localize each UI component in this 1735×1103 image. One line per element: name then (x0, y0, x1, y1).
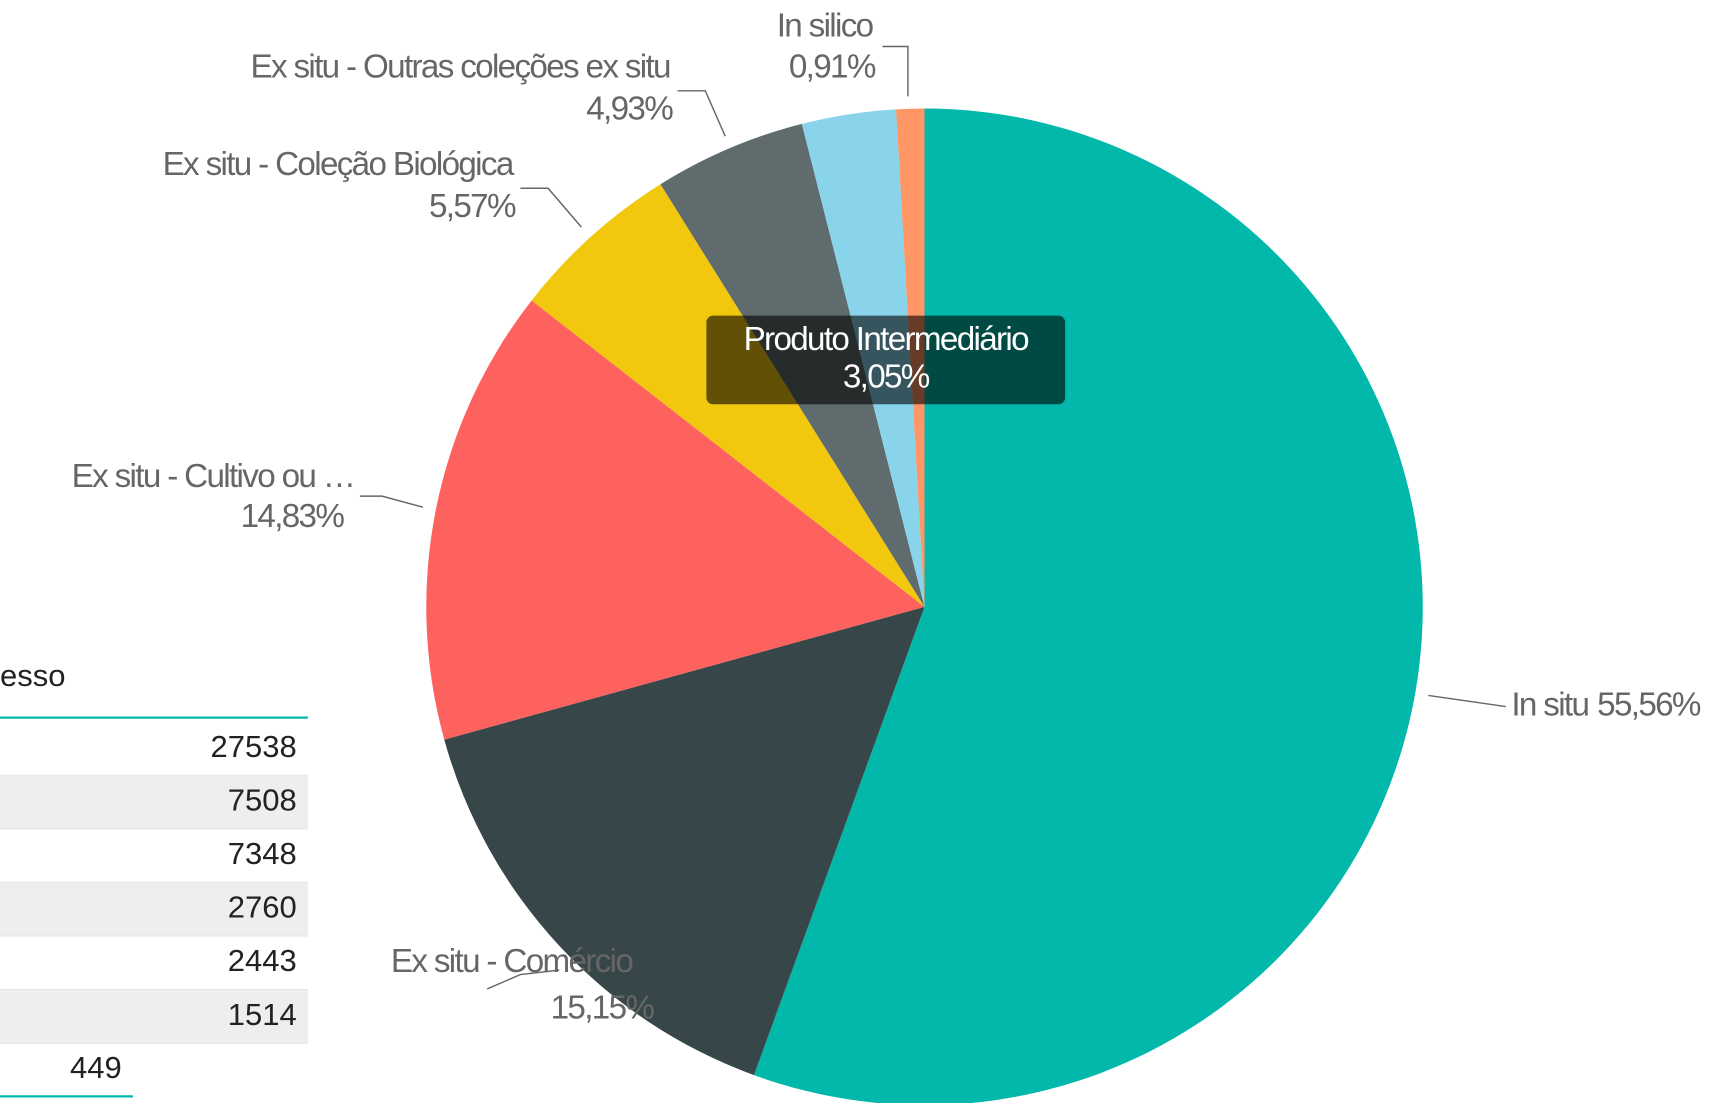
table-cell: 1514 (228, 997, 297, 1032)
label-value: 15,15% (551, 990, 655, 1027)
label-value: 0,91% (789, 48, 876, 85)
table-row-bg (0, 882, 308, 936)
table-row-bg (0, 775, 308, 829)
label-value: 5,57% (429, 188, 516, 225)
label-name: Ex situ - Coleção Biológica (163, 146, 515, 183)
label-name: Ex situ - Cultivo ou … (72, 458, 355, 495)
pie-slice (426, 300, 925, 740)
label-name: Ex situ - Comércio (391, 943, 633, 980)
leader-line (1428, 694, 1506, 708)
table-header: esso (0, 658, 65, 693)
leader-line (882, 45, 909, 97)
leader-line (677, 90, 726, 137)
tooltip (706, 315, 1066, 405)
label-value: 55,56% (1597, 686, 1701, 723)
label-name: In silico (777, 7, 874, 44)
label-name: In situ (1511, 686, 1588, 723)
tooltip-value: 3,05% (843, 359, 930, 396)
table-row-bg (0, 990, 308, 1044)
leader-line (359, 495, 424, 508)
table-cell: 2443 (228, 943, 297, 978)
table-cell: 27538 (211, 729, 297, 764)
pie-slice (444, 606, 925, 1076)
tooltip-name: Produto Intermediário (744, 321, 1030, 358)
table-cell: 2760 (228, 890, 297, 925)
leader-line (520, 187, 582, 228)
table-total: 449 (70, 1050, 122, 1085)
leader-line (486, 969, 560, 990)
label-value: 14,83% (241, 498, 345, 535)
table-cell: 7508 (228, 782, 297, 817)
label-name: Ex situ - Outras coleções ex situ (250, 48, 670, 85)
data-label: In situ 55,56% (1511, 686, 1701, 723)
label-value: 4,93% (586, 91, 673, 128)
table-cell: 7348 (228, 836, 297, 871)
pie-slice (753, 108, 1423, 1103)
